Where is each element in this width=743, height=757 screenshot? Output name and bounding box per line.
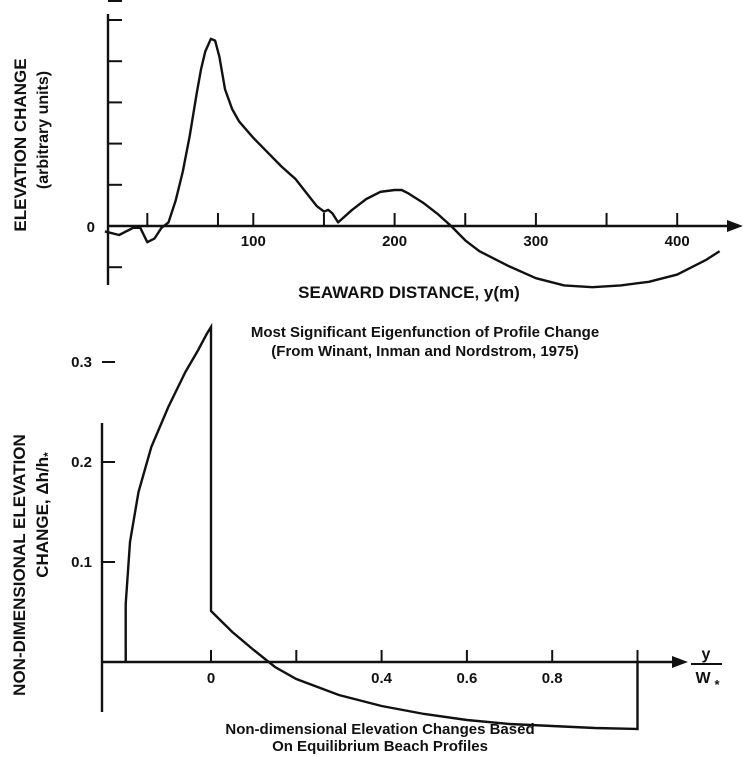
- top-x-tick-label-100: 100: [241, 233, 266, 250]
- top-eigenfunction-line: [104, 37, 721, 289]
- bottom-y-label-main: NON-DIMENSIONAL ELEVATION: [10, 434, 29, 696]
- bottom-x-axis-arrow: [672, 656, 688, 668]
- bottom-y-label-subscript: *: [41, 452, 55, 457]
- bottom-y-tick-label-0.3: 0.3: [71, 354, 92, 371]
- bottom-y-tick-label-0.2: 0.2: [71, 454, 92, 471]
- top-x-axis: 100 200 300 400: [108, 213, 743, 250]
- bottom-x-label-denominator: W: [695, 670, 711, 687]
- top-x-tick-label-300: 300: [523, 233, 548, 250]
- bottom-x-tick-label-0.8: 0.8: [542, 670, 563, 687]
- bottom-x-tick-label-0.6: 0.6: [456, 670, 477, 687]
- bottom-chart: 0.1 0.2 0.3 0 0.4 0.6 0.8 NON-DIMENSIONAL ELE…: [10, 322, 722, 755]
- bottom-x-axis: 0 0.4 0.6 0.8: [102, 650, 688, 687]
- top-x-axis-title: SEAWARD DISTANCE, y(m): [298, 283, 520, 302]
- bottom-x-tick-label-0.4: 0.4: [371, 670, 393, 687]
- top-caption-line-1: Most Significant Eigenfunction of Profil…: [251, 324, 599, 341]
- bottom-y-label-sub-text: CHANGE, Δh/h: [33, 457, 52, 578]
- top-x-tick-label-200: 200: [382, 233, 407, 250]
- bottom-caption-line-1: Non-dimensional Elevation Changes Based: [225, 721, 534, 738]
- bottom-y-tick-label-0.1: 0.1: [71, 554, 92, 571]
- top-chart: 100 200 300 400 ELEVATION CHANGE (arbitrary…: [11, 0, 743, 360]
- bottom-x-label-numerator: y: [702, 646, 711, 663]
- top-x-tick-label-400: 400: [665, 233, 690, 250]
- top-caption-line-2: (From Winant, Inman and Nordstrom, 1975): [271, 343, 578, 360]
- top-y-label-sub: (arbitrary units): [35, 71, 52, 189]
- top-y-label-main: ELEVATION CHANGE: [11, 58, 30, 231]
- bottom-x-tick-label-0: 0: [207, 670, 215, 687]
- bottom-x-label-den-subscript: *: [714, 677, 720, 692]
- bottom-elevation-line: [124, 322, 639, 731]
- top-y-axis: [106, 0, 122, 285]
- bottom-y-axis: 0.1 0.2 0.3: [71, 354, 115, 712]
- top-y-tick-label-0: 0: [87, 219, 95, 236]
- bottom-caption-line-2: On Equilibrium Beach Profiles: [272, 738, 488, 755]
- top-x-axis-arrow: [727, 220, 743, 232]
- bottom-y-label-sub: CHANGE, Δh/h*: [33, 452, 55, 578]
